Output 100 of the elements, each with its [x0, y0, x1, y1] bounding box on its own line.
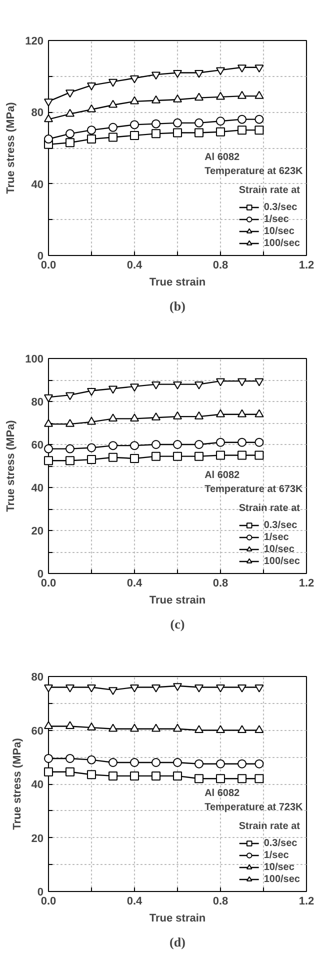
legend-label: 100/sec	[264, 237, 300, 249]
y-tick-label: 0	[37, 568, 44, 580]
point	[254, 378, 264, 386]
point	[44, 394, 53, 402]
point	[87, 455, 96, 464]
legend-label: 1/sec	[264, 213, 289, 225]
point	[238, 725, 246, 734]
point	[194, 774, 204, 784]
point	[108, 452, 118, 462]
point	[44, 134, 53, 144]
point	[254, 450, 264, 460]
annotation: Al 6082	[204, 788, 240, 800]
point	[194, 725, 204, 734]
point	[216, 438, 225, 447]
point	[87, 722, 96, 730]
point	[216, 116, 225, 126]
point	[108, 132, 118, 142]
point	[44, 767, 53, 776]
point	[66, 392, 74, 400]
point	[238, 684, 246, 692]
point	[152, 452, 160, 461]
point	[173, 128, 182, 138]
point	[108, 758, 118, 767]
x-axis-title: True strain	[149, 594, 206, 606]
point	[238, 759, 246, 768]
point	[194, 759, 204, 768]
point	[254, 126, 264, 135]
point	[108, 414, 118, 422]
point	[152, 771, 160, 780]
point	[216, 67, 225, 76]
y-tick-label: 100	[25, 354, 44, 366]
point	[194, 452, 204, 461]
legend-label: 100/sec	[264, 873, 300, 885]
point	[108, 441, 118, 450]
point	[254, 759, 264, 768]
y-tick-label: 60	[31, 725, 44, 738]
point	[173, 118, 182, 128]
legend-label: 10/sec	[264, 543, 294, 555]
legend-label: 10/sec	[264, 861, 294, 873]
y-tick-label: 80	[31, 107, 44, 120]
point	[216, 450, 225, 460]
x-tick-label: 0.4	[126, 578, 144, 590]
point	[216, 127, 225, 136]
point	[173, 452, 182, 461]
x-tick-label: 0.0	[40, 260, 56, 272]
point	[66, 444, 74, 454]
x-tick-label: 0.8	[212, 896, 228, 908]
annotation: Temperature at 623K	[204, 166, 304, 178]
point	[66, 90, 74, 98]
point	[254, 774, 264, 784]
point	[87, 755, 96, 764]
point	[254, 64, 264, 72]
point	[66, 767, 74, 776]
point	[130, 75, 139, 84]
point	[194, 128, 204, 138]
point	[173, 70, 182, 78]
point	[44, 754, 53, 763]
point	[173, 683, 182, 692]
point	[130, 384, 139, 392]
y-axis-title: True stress (MPa)	[5, 420, 18, 512]
y-tick-label: 80	[31, 396, 44, 408]
legend-label: 0.3/sec	[264, 519, 298, 531]
point	[108, 386, 118, 394]
y-tick-label: 120	[25, 36, 44, 48]
point	[130, 130, 139, 140]
annotation: Temperature at 723K	[204, 802, 304, 814]
point	[216, 725, 225, 734]
x-tick-label: 1.2	[298, 578, 314, 590]
annotation: Temperature at 673K	[204, 484, 304, 496]
point	[152, 119, 160, 128]
point	[173, 440, 182, 449]
x-tick-label: 1.2	[298, 896, 314, 908]
text: (b)	[170, 298, 186, 314]
legend-label: 100/sec	[264, 555, 300, 567]
y-tick-label: 0	[37, 250, 44, 262]
y-tick-label: 0	[37, 886, 44, 898]
point	[130, 771, 139, 780]
point	[44, 721, 53, 730]
point	[152, 684, 160, 692]
point	[66, 721, 74, 730]
point	[173, 381, 182, 390]
point	[238, 378, 246, 386]
legend-label: 0.3/sec	[264, 837, 298, 849]
legend-label: 0.3/sec	[264, 201, 298, 213]
x-tick-label: 0.4	[126, 260, 144, 272]
point	[108, 78, 118, 87]
point	[87, 770, 96, 780]
point	[87, 82, 96, 90]
point	[130, 441, 139, 450]
point	[130, 684, 139, 692]
y-tick-label: 20	[31, 526, 44, 538]
point	[152, 129, 160, 138]
point	[194, 381, 204, 390]
point	[254, 114, 264, 124]
point	[216, 684, 225, 692]
point	[87, 126, 96, 135]
x-tick-label: 0.8	[212, 578, 228, 590]
point	[66, 684, 74, 692]
y-axis-title: True stress (MPa)	[5, 102, 18, 194]
point	[44, 98, 53, 107]
